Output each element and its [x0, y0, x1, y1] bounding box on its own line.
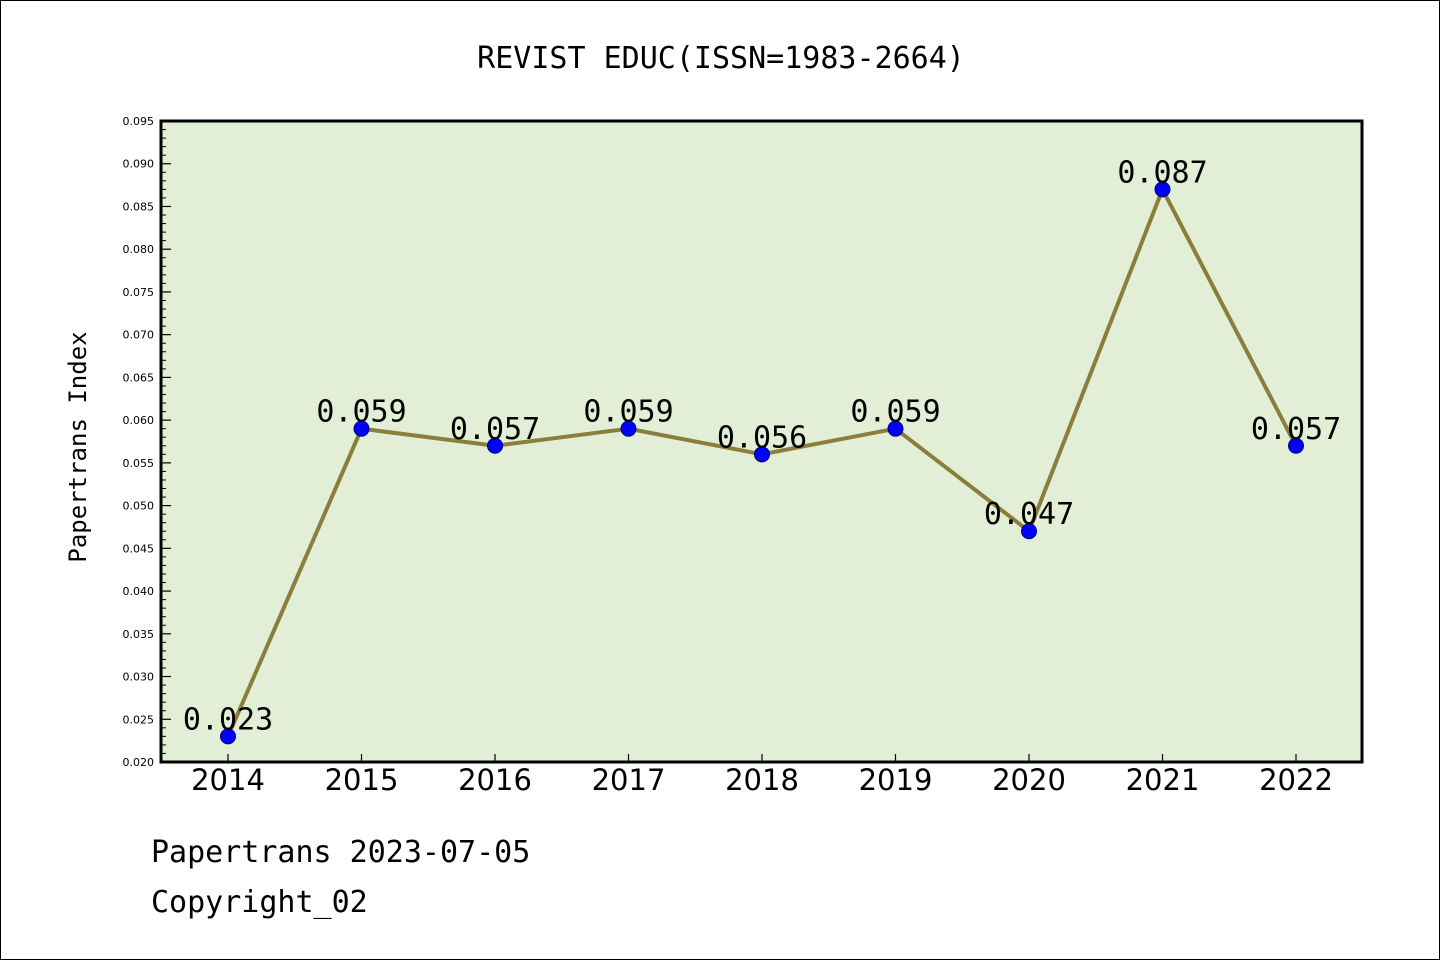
y-tick-label: 0.070 — [123, 329, 155, 342]
y-tick-label: 0.060 — [123, 414, 155, 427]
data-label: 0.057 — [450, 412, 540, 447]
series-line-segment — [626, 426, 764, 457]
data-point-marker — [620, 420, 637, 437]
y-tick-label: 0.075 — [123, 286, 155, 299]
y-tick-label: 0.080 — [123, 243, 155, 256]
x-tick-label: 2019 — [859, 763, 933, 797]
series-line-segment — [493, 426, 631, 448]
y-tick-label: 0.030 — [123, 671, 155, 684]
data-point-marker — [487, 437, 503, 454]
x-tick-label: 2015 — [325, 763, 399, 797]
footer-generated-text: Papertrans 2023-07-05 — [151, 835, 531, 870]
y-tick-label: 0.050 — [123, 500, 155, 513]
data-label: 0.059 — [316, 395, 406, 430]
x-tick-label: 2022 — [1259, 763, 1333, 797]
y-axis: 0.020 0.025 0.030 0.035 0.040 0.045 0.050 0.055… — [123, 115, 171, 769]
data-point-marker — [353, 420, 370, 437]
y-tick-label: 0.090 — [123, 158, 155, 171]
series-line-segment — [1160, 187, 1298, 448]
data-point-marker — [1021, 523, 1037, 540]
series-line-segment — [359, 426, 497, 448]
data-label: 0.056 — [717, 420, 807, 455]
data-label: 0.047 — [984, 497, 1074, 532]
y-tick-label: 0.065 — [123, 371, 155, 384]
data-label: 0.059 — [583, 395, 673, 430]
data-label-group: 0.023 0.059 0.057 0.059 0.056 0.059 0.047 0.087… — [183, 155, 1341, 737]
series-line-segment — [893, 426, 1031, 534]
data-point-marker — [220, 728, 236, 745]
y-tick-label: 0.020 — [123, 756, 155, 769]
data-label: 0.087 — [1117, 155, 1207, 190]
x-tick-label: 2017 — [592, 763, 666, 797]
chart-title: REVIST EDUC(ISSN=1983-2664) — [477, 41, 965, 76]
y-tick-label: 0.055 — [123, 457, 155, 470]
data-label: 0.059 — [850, 395, 940, 430]
y-tick-label: 0.025 — [123, 713, 155, 726]
y-tick-label: 0.035 — [123, 628, 155, 641]
x-tick-label: 2021 — [1126, 763, 1200, 797]
x-tick-label: 2020 — [992, 763, 1066, 797]
data-point-marker — [1288, 437, 1304, 454]
series-line-segment — [1027, 187, 1165, 534]
data-point-marker — [754, 446, 770, 463]
series-line-segment — [226, 426, 364, 739]
marker-group — [220, 181, 1304, 745]
plot-area — [161, 121, 1362, 762]
y-tick-label: 0.085 — [123, 200, 155, 213]
y-tick-label: 0.040 — [123, 585, 155, 598]
y-axis-label: Papertrans Index — [64, 331, 92, 562]
series-line-segment — [760, 426, 898, 457]
data-point-marker — [887, 420, 904, 437]
plot-border — [159, 119, 1364, 764]
x-tick-label: 2016 — [458, 763, 532, 797]
footer-copyright-text: Copyright_02 — [151, 885, 368, 920]
data-point-marker — [1154, 181, 1171, 198]
x-tick-label: 2018 — [725, 763, 799, 797]
data-label: 0.057 — [1251, 412, 1341, 447]
x-tick-label: 2014 — [191, 763, 265, 797]
series-line-group — [226, 187, 1298, 739]
y-tick-label: 0.095 — [123, 115, 155, 128]
y-tick-label: 0.045 — [123, 542, 155, 555]
data-label: 0.023 — [183, 702, 273, 737]
